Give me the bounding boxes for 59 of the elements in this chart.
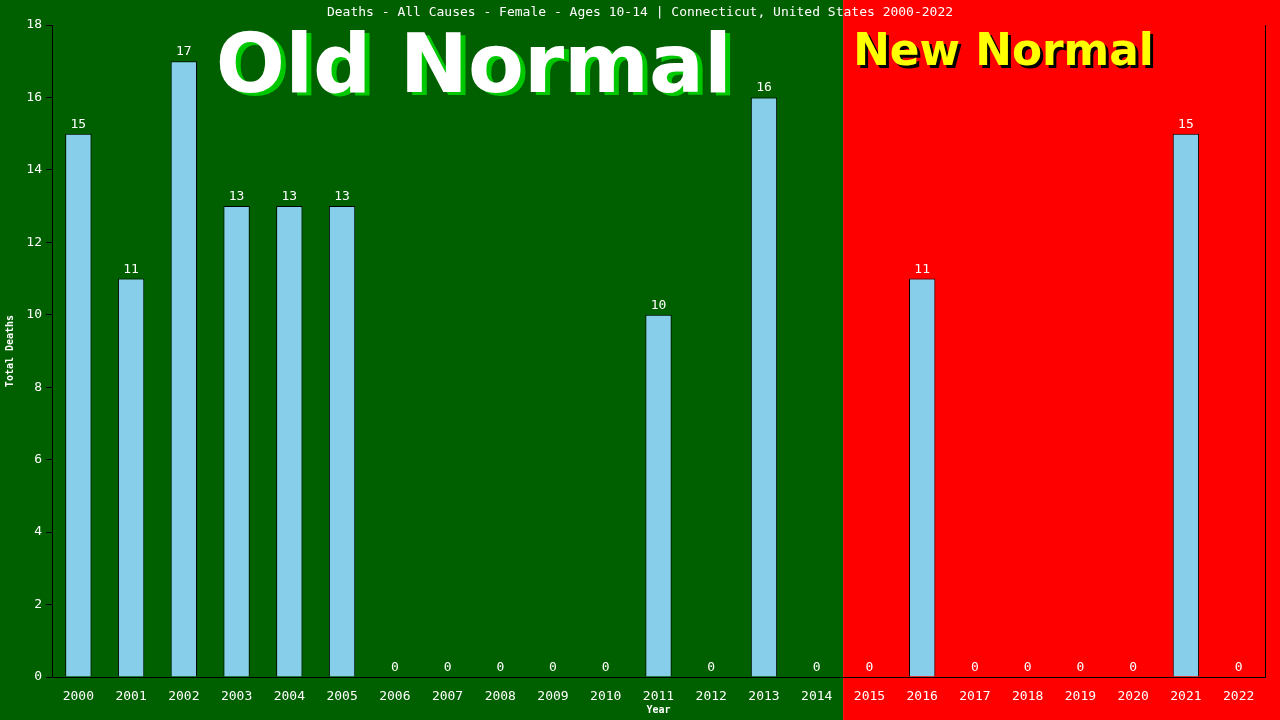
y-tick-label: 18 <box>26 16 42 32</box>
x-tick-label: 2003 <box>220 688 253 704</box>
y-tick-label: 10 <box>26 306 42 322</box>
data-label: 11 <box>914 260 931 276</box>
data-label: 0 <box>390 659 399 674</box>
data-label: 0 <box>1076 659 1085 674</box>
data-label: 0 <box>707 659 716 674</box>
y-tick-label: 8 <box>34 378 42 394</box>
data-label: 0 <box>1129 659 1138 674</box>
x-tick-label: 2006 <box>379 688 411 704</box>
x-tick-label: 2010 <box>590 688 622 704</box>
y-tick-label: 6 <box>34 451 42 467</box>
x-tick-label: 2014 <box>801 688 833 704</box>
x-tick-label: 2009 <box>537 688 569 704</box>
data-label: 15 <box>70 115 87 131</box>
data-label: 13 <box>281 188 298 204</box>
y-tick-label: 12 <box>26 233 42 249</box>
data-label: 10 <box>650 296 667 312</box>
data-label: 0 <box>1234 659 1243 674</box>
x-tick-label: 2015 <box>853 688 886 704</box>
data-label: 0 <box>971 659 979 674</box>
data-label: 16 <box>756 79 772 95</box>
x-tick-label: 2016 <box>906 688 938 704</box>
data-label: 13 <box>228 188 245 204</box>
x-tick-label: 2013 <box>748 688 780 704</box>
data-label: 0 <box>601 659 610 674</box>
x-tick-label: 2002 <box>168 688 200 704</box>
y-tick-label: 4 <box>34 523 43 539</box>
x-tick-label: 2017 <box>959 688 991 704</box>
x-tick-label: 2001 <box>115 688 147 704</box>
x-tick-label: 2018 <box>1012 688 1044 704</box>
data-label: 0 <box>549 659 557 674</box>
x-tick-label: 2021 <box>1170 688 1202 704</box>
x-axis-title: Year <box>646 703 671 715</box>
data-label: 0 <box>496 659 505 674</box>
x-tick-label: 2019 <box>1064 688 1097 704</box>
y-tick-label: 16 <box>26 88 42 104</box>
x-tick-label: 2005 <box>326 688 358 704</box>
x-tick-label: 2020 <box>1117 688 1149 704</box>
x-tick-label: 2008 <box>484 688 516 704</box>
y-tick-label: 14 <box>26 161 43 177</box>
data-label: 0 <box>443 659 452 674</box>
x-tick-label: 2007 <box>431 688 464 704</box>
x-tick-label: 2004 <box>273 688 306 704</box>
x-tick-label: 2000 <box>62 688 95 704</box>
data-label: 0 <box>865 659 874 674</box>
y-tick-label: 0 <box>34 668 42 684</box>
x-tick-label: 2012 <box>695 688 727 704</box>
data-label: 0 <box>812 659 821 674</box>
x-tick-label: 2022 <box>1222 688 1255 704</box>
x-tick-label: 2011 <box>642 688 675 704</box>
data-label: 0 <box>1023 659 1032 674</box>
data-label: 17 <box>176 43 192 59</box>
y-tick-label: 2 <box>34 595 42 611</box>
y-axis-title: Total Deaths <box>3 314 15 388</box>
band-label: New Normal <box>853 23 1154 75</box>
data-label: 13 <box>334 188 350 204</box>
data-label: 15 <box>1178 115 1194 131</box>
data-label: 11 <box>123 260 139 276</box>
